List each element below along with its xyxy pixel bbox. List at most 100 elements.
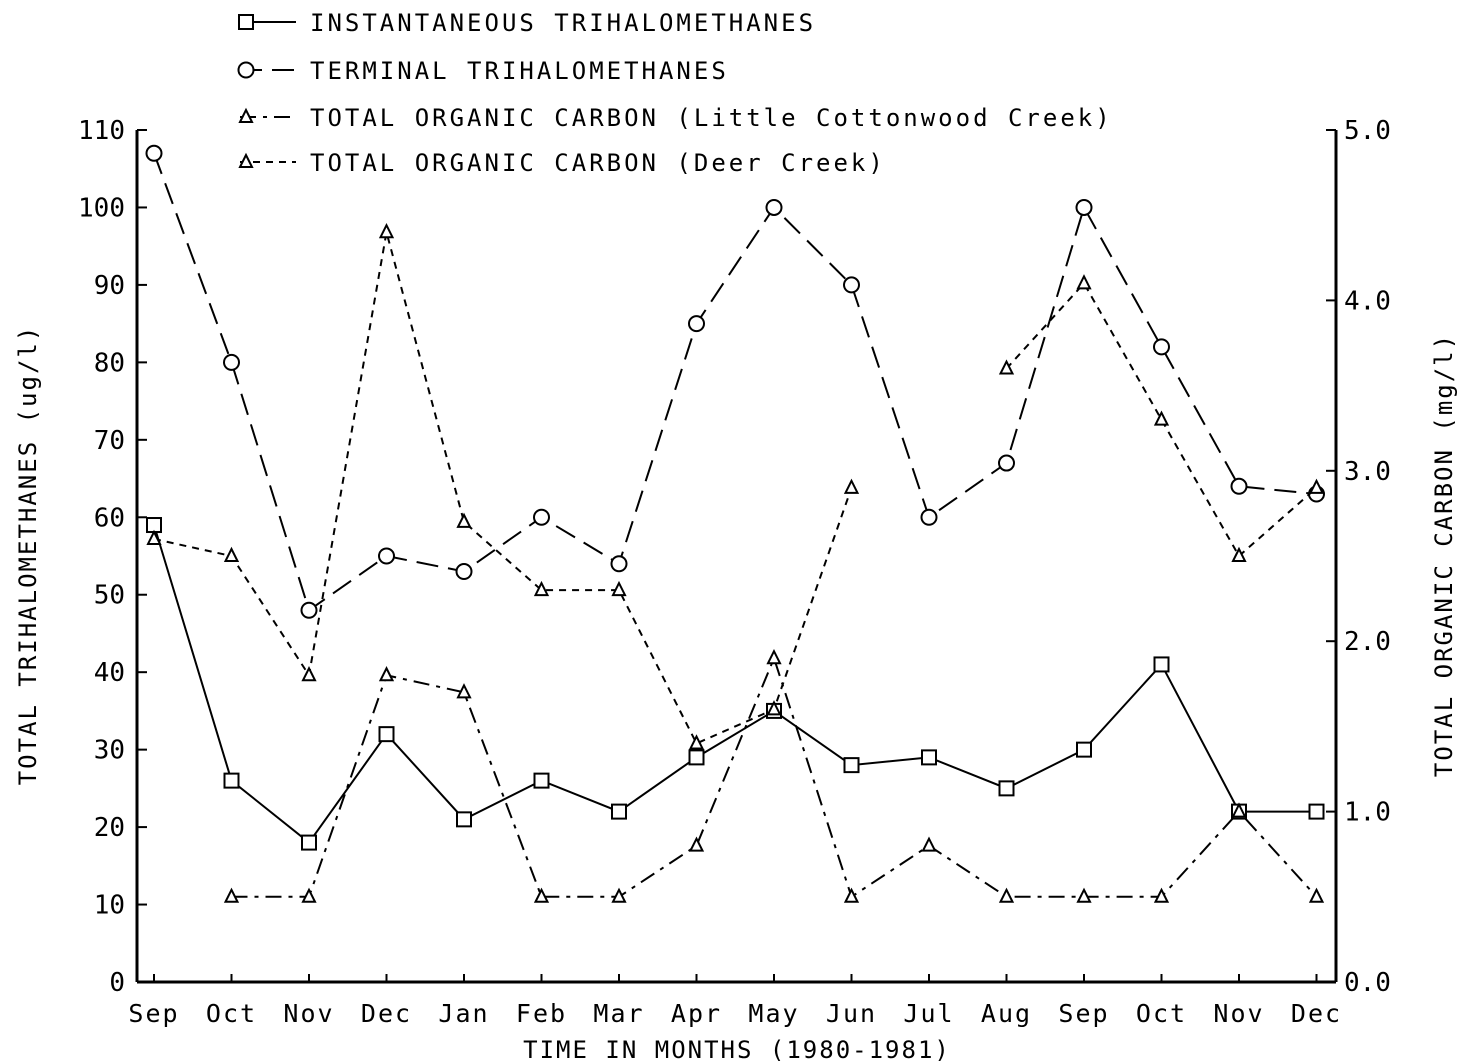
y-left-tick-label: 80	[94, 348, 125, 378]
y-left-tick-label: 20	[94, 813, 125, 843]
y-left-tick-label: 90	[94, 271, 125, 301]
data-point	[223, 772, 240, 789]
data-point	[533, 580, 550, 597]
y-left-tick-label: 110	[78, 116, 125, 146]
data-point	[1153, 410, 1170, 426]
x-tick-label: Dec	[361, 999, 412, 1028]
data-point	[1231, 546, 1247, 562]
series-line	[153, 524, 1317, 845]
data-point	[533, 887, 550, 903]
x-tick-label: Sep	[1058, 999, 1109, 1028]
y-left-tick-label: 30	[94, 736, 125, 766]
data-point	[1308, 478, 1325, 494]
data-point	[610, 555, 628, 573]
data-point	[301, 666, 317, 682]
y-left-tick-label: 10	[94, 891, 125, 921]
data-point	[456, 811, 472, 828]
y-left-tick-label: 100	[78, 193, 125, 223]
x-tick-label: Jan	[438, 999, 489, 1028]
x-tick-label: Mar	[593, 999, 644, 1028]
data-point	[688, 836, 705, 852]
data-point	[378, 666, 395, 682]
data-point	[1076, 274, 1092, 290]
series-1	[146, 517, 1325, 851]
data-point	[301, 834, 317, 851]
x-tick-label: Nov	[1213, 999, 1264, 1028]
data-point	[145, 144, 163, 162]
data-point	[843, 757, 860, 774]
y-left-tick-label: 50	[94, 581, 125, 611]
y-right-tick-label: 5.0	[1344, 116, 1391, 146]
data-point	[921, 749, 937, 766]
data-point	[688, 734, 705, 750]
y-left-tick-label: 40	[94, 658, 125, 688]
data-point	[456, 512, 472, 528]
x-axis-title: TIME IN MONTHS (1980-1981)	[523, 1036, 951, 1064]
y-left-tick-label: 60	[94, 503, 125, 533]
x-tick-label: Jun	[826, 999, 877, 1028]
x-tick-label: Feb	[516, 999, 567, 1028]
data-point	[146, 529, 162, 545]
legend-item-1: INSTANTANEOUS TRIHALOMETHANES	[238, 9, 813, 37]
axes	[135, 130, 1338, 984]
legend-marker	[237, 61, 255, 79]
series-line	[153, 152, 1317, 612]
data-point	[1153, 887, 1170, 903]
series-line	[231, 655, 1318, 899]
data-point	[378, 223, 395, 239]
data-point	[843, 887, 860, 903]
series-4	[146, 223, 1325, 750]
x-tick-label: May	[748, 999, 799, 1028]
legend-label: TOTAL ORGANIC CARBON (Little Cottonwood …	[310, 104, 1113, 132]
data-point	[766, 649, 782, 665]
data-point	[921, 836, 937, 852]
x-tick-label: Sep	[128, 999, 179, 1028]
data-point	[301, 887, 317, 903]
data-point	[688, 315, 705, 333]
legend-item-2: TERMINAL TRIHALOMETHANES	[237, 57, 726, 85]
data-point	[1153, 338, 1170, 356]
left-axis-ticks: 0 10 20 30 40 50 60 70 80 90 100 110	[78, 116, 147, 998]
legend-marker	[238, 152, 254, 168]
x-tick-label: Oct	[206, 999, 257, 1028]
legend-marker	[238, 107, 254, 123]
data-point	[998, 887, 1015, 903]
data-point	[455, 562, 473, 580]
data-point	[1308, 887, 1325, 903]
data-point	[223, 546, 240, 562]
x-tick-label: Jul	[903, 999, 954, 1028]
data-point	[765, 198, 783, 216]
data-point	[611, 803, 627, 820]
data-point	[378, 547, 395, 565]
x-tick-label: Aug	[981, 999, 1032, 1028]
y-right-tick-label: 0.0	[1344, 968, 1391, 998]
data-point	[843, 478, 860, 494]
series-layer	[145, 144, 1325, 903]
data-point	[456, 683, 472, 699]
data-point	[920, 508, 938, 526]
legend-item-4: TOTAL ORGANIC CARBON (Deer Creek)	[238, 149, 883, 177]
data-point	[1231, 802, 1247, 818]
y-axis-left-title: TOTAL TRIHALOMETHANES (ug/l)	[14, 325, 42, 786]
x-tick-label: Oct	[1136, 999, 1187, 1028]
data-point	[1076, 741, 1092, 758]
data-point	[611, 887, 627, 903]
data-point	[223, 353, 240, 371]
y-left-tick-label: 70	[94, 426, 125, 456]
x-tick-label: Nov	[283, 999, 334, 1028]
data-point	[223, 887, 240, 903]
series-2	[145, 144, 1325, 619]
data-point	[378, 726, 395, 743]
data-point	[533, 508, 550, 526]
data-point	[1076, 887, 1092, 903]
data-point	[843, 276, 860, 294]
data-point	[611, 580, 627, 597]
data-point	[998, 454, 1015, 472]
data-point	[998, 780, 1015, 797]
legend-marker	[238, 14, 254, 30]
y-right-tick-label: 3.0	[1344, 457, 1391, 487]
data-point	[1153, 656, 1170, 673]
x-tick-label: Apr	[671, 999, 722, 1028]
data-point	[1230, 477, 1248, 495]
